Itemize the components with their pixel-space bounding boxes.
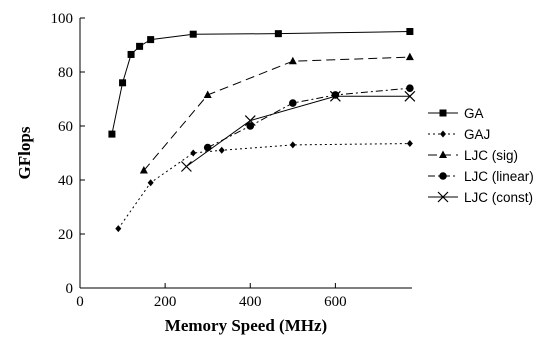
series-lines (111, 31, 410, 229)
data-point-ga (108, 130, 116, 138)
plot-area: 0 200 400 600 0 20 40 60 80 100 (51, 11, 416, 310)
data-point-ga (189, 30, 197, 38)
legend-label: LJC (const) (464, 190, 533, 205)
data-point-gaj (147, 179, 154, 187)
data-point-ljc-linear (203, 143, 212, 152)
legend-marker (439, 150, 447, 158)
legend-marker (437, 191, 449, 203)
data-point-ljc-sig (203, 90, 212, 98)
data-point-ljc-sig (288, 56, 297, 65)
data-point-ljc-sig (139, 166, 148, 174)
legend-item-ga: GA (428, 106, 484, 121)
legend-marker (439, 109, 447, 117)
legend-label: LJC (sig) (464, 148, 518, 163)
data-point-gaj (190, 149, 197, 157)
legend-label: GA (464, 106, 484, 121)
series-line-ga (111, 31, 410, 135)
data-point-ga (406, 28, 414, 35)
y-tick-label: 60 (58, 119, 73, 135)
data-point-ljc-sig (405, 52, 414, 61)
data-point-gaj (406, 140, 413, 148)
data-point-ga (136, 42, 144, 50)
data-point-gaj (218, 146, 225, 154)
data-point-ljc-const (244, 115, 256, 127)
data-point-gaj (289, 141, 296, 149)
legend-item-ljc-const: LJC (const) (428, 190, 533, 205)
y-tick-label: 40 (58, 173, 73, 189)
x-axis-ticks: 0 200 400 600 (76, 283, 347, 310)
legend-marker (440, 130, 446, 138)
data-point-ga (127, 50, 135, 58)
legend-label: GAJ (464, 127, 490, 142)
x-tick-label: 600 (324, 294, 347, 310)
legend: GA GAJ LJC (sig) LJC (linear) LJC (const) (428, 106, 534, 205)
data-point-ga (119, 79, 127, 87)
y-tick-label: 100 (51, 11, 74, 27)
data-point-ljc-const (404, 90, 416, 102)
legend-marker (439, 172, 447, 180)
x-tick-label: 200 (154, 294, 177, 310)
legend-item-ljc-sig: LJC (sig) (428, 148, 518, 163)
legend-item-ljc-linear: LJC (linear) (428, 169, 534, 184)
data-point-ga (147, 36, 155, 44)
legend-item-gaj: GAJ (428, 127, 490, 142)
y-tick-label: 20 (58, 227, 73, 243)
data-point-ljc-const (329, 90, 341, 102)
data-point-ljc-linear (406, 84, 414, 92)
data-point-ljc-linear (331, 91, 340, 99)
series-line-ljc-linear (207, 87, 410, 149)
data-point-gaj (115, 225, 122, 233)
series-line-ljc-sig (143, 56, 410, 171)
y-tick-label: 80 (58, 65, 73, 81)
data-point-ljc-linear (289, 99, 297, 107)
y-axis-title: GFlops (15, 126, 34, 179)
x-axis-title: Memory Speed (MHz) (165, 316, 327, 335)
x-tick-label: 0 (76, 294, 84, 310)
data-point-ga (274, 30, 282, 38)
series-markers (108, 28, 416, 233)
data-point-ljc-linear (246, 122, 255, 130)
series-line-gaj (117, 143, 410, 229)
x-tick-label: 400 (239, 294, 262, 310)
y-tick-label: 0 (66, 281, 74, 297)
y-axis-ticks: 0 20 40 60 80 100 (51, 11, 85, 297)
legend-label: LJC (linear) (464, 169, 534, 184)
data-point-ljc-const (180, 161, 192, 172)
series-line-ljc-const (186, 95, 410, 167)
